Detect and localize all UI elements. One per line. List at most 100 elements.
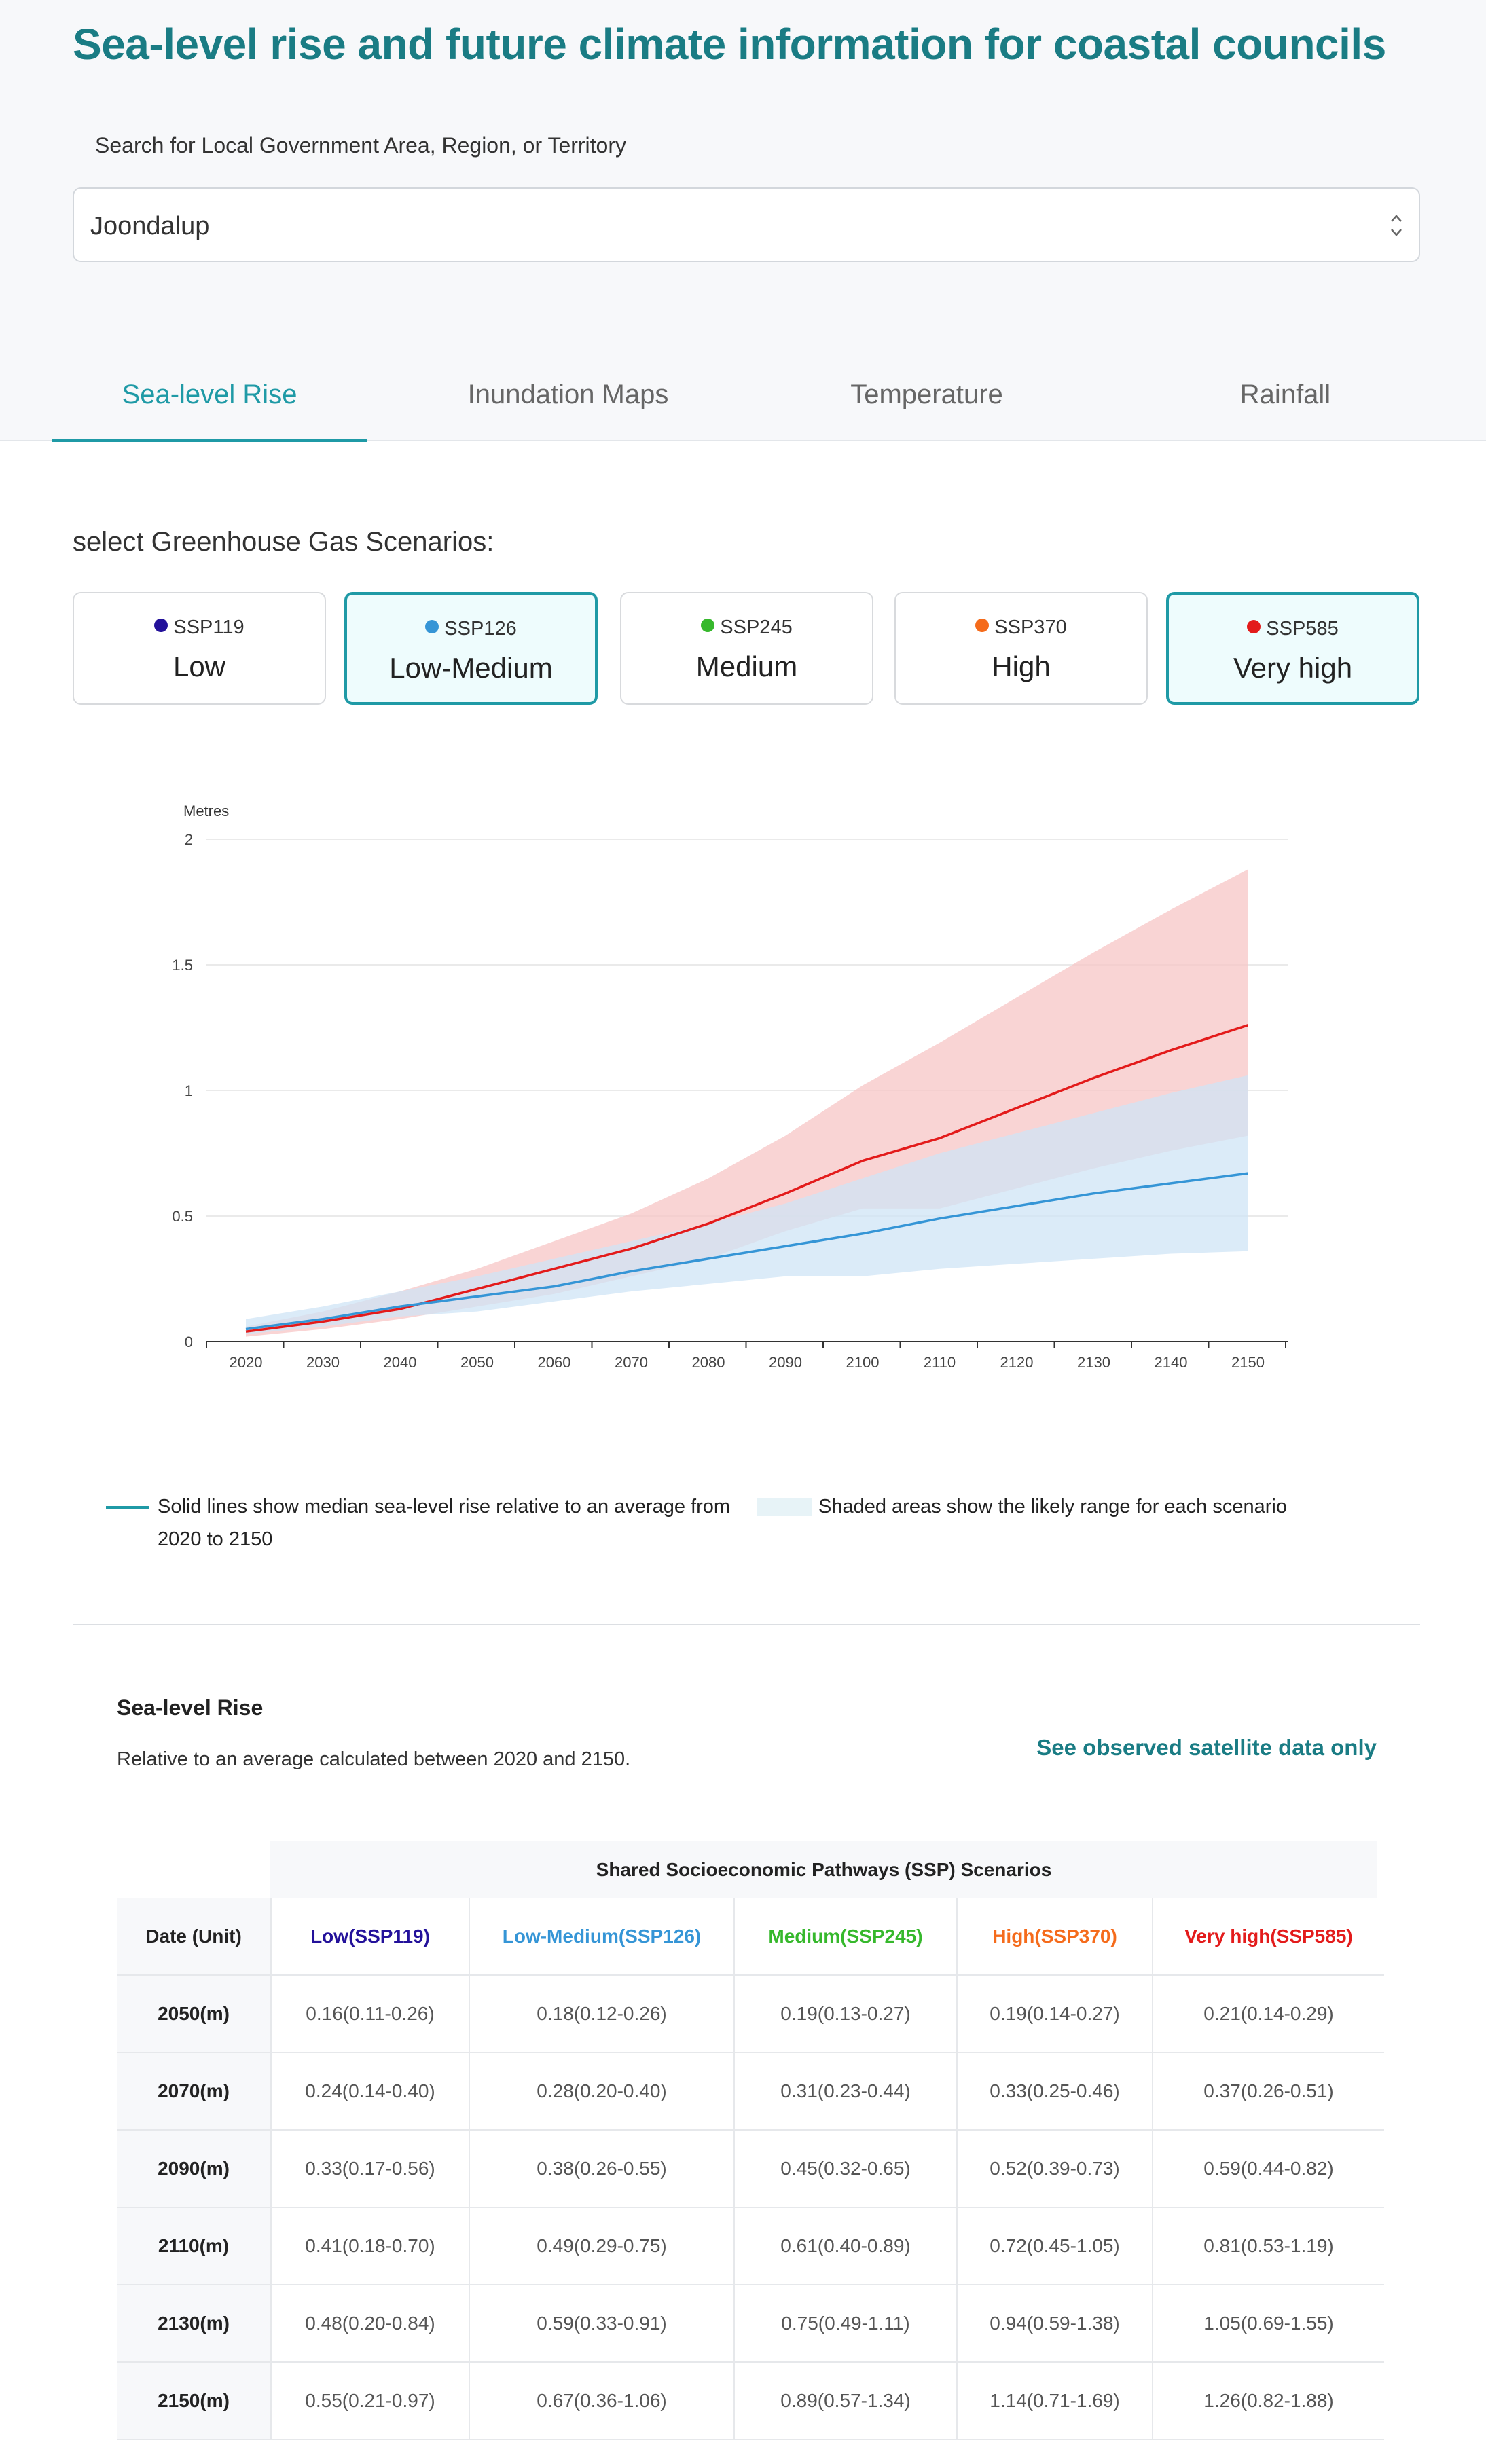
cell-value: 0.31(0.23-0.44) bbox=[733, 2053, 957, 2131]
x-tick-label: 2040 bbox=[384, 1354, 417, 1371]
area-search-select[interactable]: Joondalup bbox=[73, 187, 1420, 262]
x-tick-label: 2080 bbox=[692, 1354, 725, 1371]
date-column-header: Date (Unit) bbox=[117, 1898, 271, 1976]
cell-value: 0.94(0.59-1.38) bbox=[956, 2285, 1153, 2363]
cell-value: 1.26(0.82-1.88) bbox=[1152, 2362, 1384, 2440]
ssp370-dot-icon bbox=[975, 619, 990, 632]
y-tick-label: 1 bbox=[185, 1082, 193, 1099]
cell-value: 1.14(0.71-1.69) bbox=[956, 2362, 1153, 2440]
table-row: 2150(m) 0.55(0.21-0.97) 0.67(0.36-1.06) … bbox=[117, 2362, 1384, 2440]
column-header-ssp126: Low-Medium(SSP126) bbox=[469, 1898, 734, 1976]
cell-value: 0.19(0.14-0.27) bbox=[956, 1975, 1153, 2053]
x-tick-label: 2120 bbox=[1000, 1354, 1034, 1371]
scenario-card-ssp585[interactable]: SSP585 Very high bbox=[1166, 592, 1419, 705]
ssp119-dot-icon bbox=[154, 619, 168, 632]
cell-value: 0.55(0.21-0.97) bbox=[270, 2362, 469, 2440]
x-tick-label: 2110 bbox=[924, 1354, 956, 1371]
row-date: 2110(m) bbox=[117, 2207, 271, 2285]
slr-section-subtitle: Relative to an average calculated betwee… bbox=[117, 1748, 631, 1770]
y-axis-label: Metres bbox=[183, 803, 229, 820]
scenario-card-ssp119[interactable]: SSP119 Low bbox=[73, 592, 326, 705]
cell-value: 0.33(0.17-0.56) bbox=[270, 2130, 469, 2208]
cell-value: 0.75(0.49-1.11) bbox=[733, 2285, 957, 2363]
satellite-data-link[interactable]: See observed satellite data only bbox=[1036, 1735, 1377, 1760]
scenario-card-ssp126[interactable]: SSP126 Low-Medium bbox=[344, 592, 598, 705]
likely-range-band-Low-Medium(SSP126) bbox=[246, 1075, 1248, 1334]
scenario-name: Medium bbox=[695, 650, 798, 682]
cell-value: 0.21(0.14-0.29) bbox=[1152, 1975, 1384, 2053]
cell-value: 0.48(0.20-0.84) bbox=[270, 2285, 469, 2363]
y-tick-label: 1.5 bbox=[172, 957, 193, 974]
scenario-code: SSP370 bbox=[994, 617, 1067, 638]
scenario-name: High bbox=[992, 650, 1051, 682]
y-tick-label: 0 bbox=[185, 1334, 193, 1350]
cell-value: 0.24(0.14-0.40) bbox=[270, 2053, 469, 2131]
cell-value: 0.16(0.11-0.26) bbox=[270, 1975, 469, 2053]
y-tick-label: 2 bbox=[185, 831, 193, 848]
row-date: 2130(m) bbox=[117, 2285, 271, 2363]
cell-value: 0.45(0.32-0.65) bbox=[733, 2130, 957, 2208]
y-tick-label: 0.5 bbox=[172, 1208, 193, 1225]
page-title: Sea-level rise and future climate inform… bbox=[73, 20, 1386, 69]
x-tick-label: 2150 bbox=[1231, 1354, 1265, 1371]
scenario-code: SSP119 bbox=[173, 617, 244, 638]
table-row: 2050(m) 0.16(0.11-0.26) 0.18(0.12-0.26) … bbox=[117, 1975, 1384, 2053]
ssp245-dot-icon bbox=[701, 619, 715, 632]
cell-value: 0.52(0.39-0.73) bbox=[956, 2130, 1153, 2208]
median-line-legend-swatch bbox=[106, 1506, 149, 1509]
table-header-row: Date (Unit) Low(SSP119) Low-Medium(SSP12… bbox=[117, 1898, 1384, 1976]
scenario-name: Low-Medium bbox=[389, 652, 553, 684]
scenario-card-ssp245[interactable]: SSP245 Medium bbox=[620, 592, 873, 705]
x-tick-label: 2130 bbox=[1077, 1354, 1110, 1371]
scenario-code: SSP126 bbox=[444, 618, 517, 640]
scenario-code: SSP585 bbox=[1266, 618, 1339, 640]
tab-rainfall[interactable]: Rainfall bbox=[1239, 380, 1331, 409]
table-row: 2070(m) 0.24(0.14-0.40) 0.28(0.20-0.40) … bbox=[117, 2053, 1384, 2131]
main-tabs: Sea-level Rise Inundation Maps Temperatu… bbox=[52, 367, 1486, 442]
sea-level-chart: Metres 0 0.5 1 1.5 2 2020 2030 2040 2050 2060 2070 2… bbox=[172, 803, 1288, 1371]
row-date: 2090(m) bbox=[117, 2130, 271, 2208]
scenario-card-ssp370[interactable]: SSP370 High bbox=[894, 592, 1148, 705]
tab-temperature[interactable]: Temperature bbox=[850, 380, 1003, 409]
cell-value: 0.41(0.18-0.70) bbox=[270, 2207, 469, 2285]
ssp585-dot-icon bbox=[1247, 620, 1261, 633]
x-tick-label: 2070 bbox=[615, 1354, 648, 1371]
scenario-code: SSP245 bbox=[720, 617, 793, 638]
x-tick-label: 2090 bbox=[769, 1354, 802, 1371]
cell-value: 0.28(0.20-0.40) bbox=[469, 2053, 734, 2131]
legend-band-text: Shaded areas show the likely range for e… bbox=[818, 1496, 1287, 1518]
cell-value: 0.18(0.12-0.26) bbox=[469, 1975, 734, 2053]
cell-value: 0.37(0.26-0.51) bbox=[1152, 2053, 1384, 2131]
cell-value: 0.59(0.33-0.91) bbox=[469, 2285, 734, 2363]
table-group-header: Shared Socioeconomic Pathways (SSP) Scen… bbox=[270, 1841, 1377, 1898]
cell-value: 1.05(0.69-1.55) bbox=[1152, 2285, 1384, 2363]
x-tick-label: 2100 bbox=[846, 1354, 880, 1371]
column-header-ssp370: High(SSP370) bbox=[956, 1898, 1153, 1976]
cell-value: 0.59(0.44-0.82) bbox=[1152, 2130, 1384, 2208]
search-value: Joondalup bbox=[90, 212, 210, 240]
cell-value: 0.61(0.40-0.89) bbox=[733, 2207, 957, 2285]
cell-value: 0.72(0.45-1.05) bbox=[956, 2207, 1153, 2285]
row-date: 2050(m) bbox=[117, 1975, 271, 2053]
scenario-select-label: select Greenhouse Gas Scenarios: bbox=[73, 527, 494, 557]
x-tick-label: 2060 bbox=[538, 1354, 571, 1371]
ssp126-dot-icon bbox=[425, 620, 439, 633]
search-label: Search for Local Government Area, Region… bbox=[95, 133, 626, 158]
tab-sea-level-rise[interactable]: Sea-level Rise bbox=[52, 367, 367, 442]
tab-inundation-maps[interactable]: Inundation Maps bbox=[467, 380, 669, 409]
sort-arrows-icon bbox=[1391, 215, 1402, 236]
row-date: 2150(m) bbox=[117, 2362, 271, 2440]
x-tick-label: 2030 bbox=[306, 1354, 340, 1371]
cell-value: 0.19(0.13-0.27) bbox=[733, 1975, 957, 2053]
cell-value: 0.33(0.25-0.46) bbox=[956, 2053, 1153, 2131]
cell-value: 0.49(0.29-0.75) bbox=[469, 2207, 734, 2285]
table-row: 2130(m) 0.48(0.20-0.84) 0.59(0.33-0.91) … bbox=[117, 2285, 1384, 2363]
cell-value: 0.38(0.26-0.55) bbox=[469, 2130, 734, 2208]
median-line-Low-Medium(SSP126) bbox=[245, 1172, 1248, 1331]
column-header-ssp245: Medium(SSP245) bbox=[733, 1898, 957, 1976]
legend-line-text: Solid lines show median sea-level rise r… bbox=[158, 1496, 731, 1550]
column-header-ssp119: Low(SSP119) bbox=[270, 1898, 469, 1976]
scenario-name: Very high bbox=[1233, 652, 1353, 684]
cell-value: 0.81(0.53-1.19) bbox=[1152, 2207, 1384, 2285]
sea-level-table: Date (Unit) Low(SSP119) Low-Medium(SSP12… bbox=[117, 1898, 1384, 2440]
